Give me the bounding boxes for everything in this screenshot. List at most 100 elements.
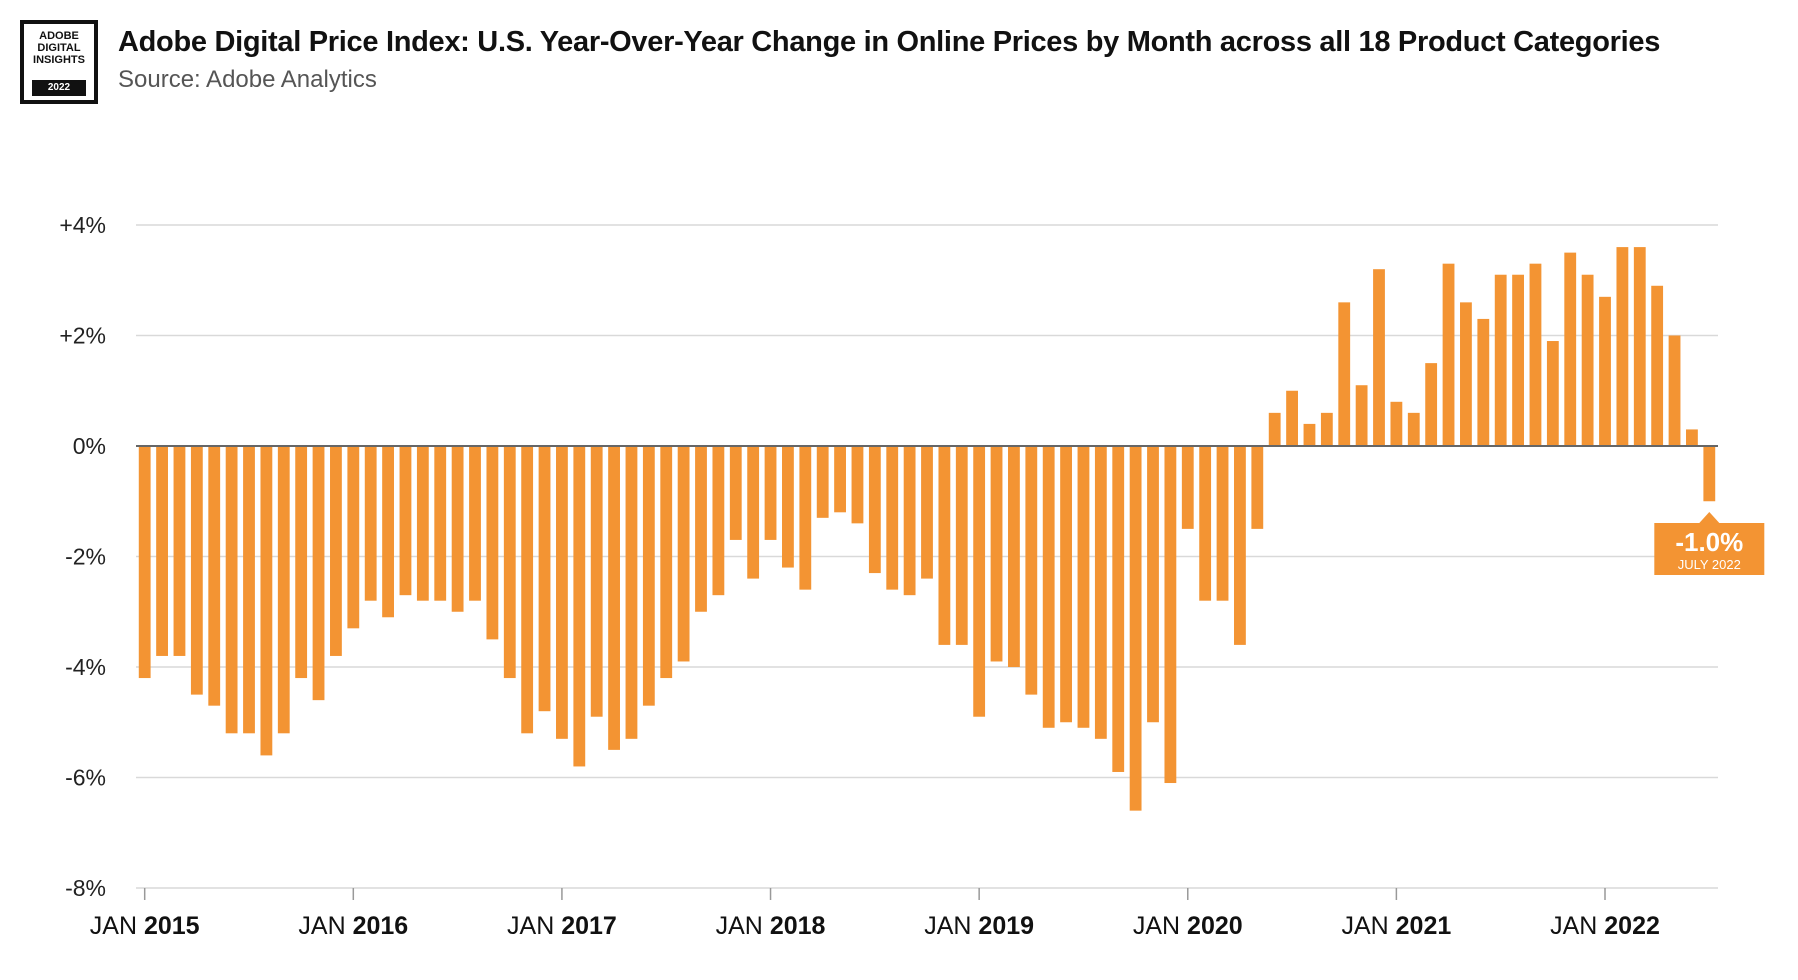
bar: [1477, 318, 1490, 446]
x-tick-year: 2016: [353, 912, 409, 940]
x-tick-month: JAN: [298, 912, 352, 940]
y-tick-label: 0%: [73, 433, 106, 459]
bar: [816, 446, 829, 518]
x-tick-label: JAN 2018: [716, 912, 826, 940]
bar: [590, 446, 603, 717]
bar: [1599, 296, 1611, 446]
bar: [1529, 263, 1542, 446]
bar: [1060, 446, 1072, 723]
bar: [295, 446, 308, 679]
bar: [451, 446, 464, 612]
bars: [138, 247, 1716, 811]
bar: [1633, 247, 1646, 446]
x-tick-month: JAN: [90, 912, 144, 940]
bar: [312, 446, 325, 701]
x-tick-month: JAN: [1550, 912, 1604, 940]
bar: [1129, 446, 1142, 811]
x-tick-label: JAN 2022: [1550, 912, 1660, 940]
bar: [973, 446, 986, 717]
bar: [416, 446, 429, 601]
bar: [782, 446, 794, 568]
bar: [1581, 274, 1594, 446]
bar: [260, 446, 273, 756]
bar: [1320, 412, 1333, 446]
bar: [1008, 446, 1020, 667]
bar: [677, 446, 690, 662]
bar: [955, 446, 968, 645]
x-tick-label: JAN 2017: [507, 912, 617, 940]
bar: [382, 446, 394, 618]
bar: [1355, 385, 1368, 446]
bar: [712, 446, 725, 596]
x-tick-label: JAN 2021: [1341, 912, 1451, 940]
x-tick-month: JAN: [924, 912, 978, 940]
bar: [277, 446, 290, 734]
bar: [503, 446, 516, 679]
x-tick-year: 2018: [770, 912, 826, 940]
callout-box: [1654, 523, 1765, 575]
x-tick-label: JAN 2019: [924, 912, 1034, 940]
bar: [608, 446, 620, 750]
y-tick-label: -8%: [65, 875, 106, 901]
x-tick-month: JAN: [716, 912, 770, 940]
bar: [434, 446, 447, 601]
chart-title: Adobe Digital Price Index: U.S. Year-Ove…: [118, 26, 1661, 58]
y-tick-label: -4%: [65, 654, 106, 680]
bar: [1512, 274, 1524, 446]
bar: [330, 446, 342, 656]
latest-value-callout: -1.0%JULY 2022: [1654, 512, 1765, 575]
bar: [834, 446, 846, 513]
bar: [469, 446, 481, 601]
bar: [208, 446, 221, 706]
bar: [1112, 446, 1125, 772]
bar: [1216, 446, 1229, 601]
bar: [642, 446, 655, 706]
bar: [364, 446, 377, 601]
bar: [1164, 446, 1177, 784]
bar: [747, 446, 760, 579]
bar: [486, 446, 499, 640]
bar: [1442, 263, 1455, 446]
bar: [1686, 429, 1698, 446]
bar: [1425, 363, 1438, 446]
bar: [799, 446, 812, 590]
bar: [1668, 335, 1681, 446]
x-tick-year: 2021: [1396, 912, 1452, 940]
x-tick-year: 2022: [1604, 912, 1660, 940]
bar: [1546, 341, 1559, 446]
x-tick-label: JAN 2016: [298, 912, 408, 940]
x-tick-year: 2015: [144, 912, 200, 940]
gridlines: [136, 224, 1718, 889]
y-axis-labels: +4% +2% 0% -2% -4% -6% -8%: [59, 212, 106, 901]
bar: [1094, 446, 1107, 739]
bar: [1025, 446, 1038, 695]
bar: [1303, 423, 1316, 446]
bar: [625, 446, 638, 739]
bar: [660, 446, 673, 679]
bar: [1651, 285, 1664, 446]
callout-value: -1.0%: [1675, 527, 1743, 557]
bar: [1042, 446, 1055, 728]
bar: [1460, 302, 1472, 446]
logo-text: ADOBE DIGITAL INSIGHTS: [33, 30, 85, 66]
bar: [695, 446, 707, 612]
bar: [903, 446, 916, 596]
bar: [399, 446, 412, 596]
bar: [886, 446, 899, 590]
bar: [868, 446, 881, 574]
bar: [1286, 390, 1298, 446]
x-tick-label: JAN 2015: [90, 912, 200, 940]
x-tick-month: JAN: [1341, 912, 1395, 940]
bar: [938, 446, 951, 645]
chart-source: Source: Adobe Analytics: [118, 66, 377, 93]
bar: [851, 446, 864, 524]
bar: [1181, 446, 1194, 529]
callout-pointer: [1699, 512, 1720, 523]
bar: [556, 446, 568, 739]
bar: [243, 446, 255, 734]
bar: [1407, 412, 1420, 446]
bar: [729, 446, 742, 540]
bar: [1268, 412, 1281, 446]
bar: [1147, 446, 1159, 723]
